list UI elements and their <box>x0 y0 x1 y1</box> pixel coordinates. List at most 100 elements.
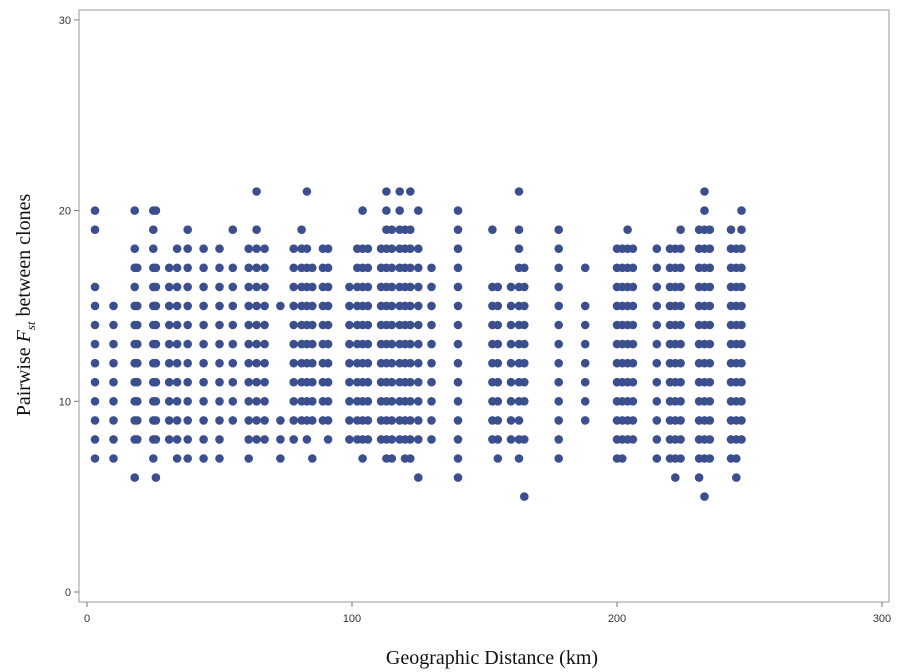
data-point <box>414 397 423 406</box>
data-point <box>705 377 715 387</box>
data-point <box>323 358 333 368</box>
data-point <box>427 358 436 368</box>
data-point <box>308 339 317 349</box>
data-point <box>427 435 436 444</box>
data-point <box>737 339 746 349</box>
data-point <box>737 320 746 330</box>
x-axis: 0 100 200 300 <box>84 602 891 625</box>
data-point <box>628 416 638 425</box>
data-point <box>183 244 192 253</box>
data-point <box>151 397 161 406</box>
data-point <box>652 263 662 273</box>
data-point <box>183 339 192 349</box>
data-point <box>453 225 463 234</box>
data-point <box>554 377 563 387</box>
data-point <box>133 301 142 311</box>
data-point <box>676 416 685 425</box>
data-point <box>387 225 397 234</box>
data-point <box>628 282 638 292</box>
data-point <box>671 473 680 482</box>
data-point <box>199 416 208 425</box>
data-point <box>215 339 224 349</box>
data-point <box>737 206 746 215</box>
data-point <box>493 435 503 444</box>
data-point <box>554 263 563 273</box>
data-point <box>133 435 142 444</box>
data-point <box>151 416 161 425</box>
data-point <box>506 397 516 406</box>
data-point <box>414 358 423 368</box>
data-point <box>676 263 685 273</box>
data-point <box>130 473 139 482</box>
data-point <box>363 244 373 253</box>
data-point <box>199 320 208 330</box>
data-point <box>260 339 269 349</box>
data-point <box>382 187 391 196</box>
data-point <box>705 435 715 444</box>
data-point <box>199 339 208 349</box>
data-point <box>183 263 192 273</box>
data-point <box>260 358 269 368</box>
data-point <box>705 358 715 368</box>
data-point <box>387 301 397 311</box>
data-point <box>244 244 253 253</box>
data-point <box>737 416 746 425</box>
data-point <box>453 339 463 349</box>
data-point <box>215 377 224 387</box>
data-point <box>151 435 161 444</box>
data-point <box>453 263 463 273</box>
data-point <box>652 377 662 387</box>
data-point <box>453 454 463 463</box>
data-point <box>345 358 354 368</box>
data-point <box>199 301 208 311</box>
data-point <box>363 435 373 444</box>
data-points <box>90 187 746 501</box>
data-point <box>133 377 142 387</box>
data-point <box>302 435 312 444</box>
y-axis: 0 10 20 30 <box>59 15 79 599</box>
data-point <box>520 492 529 501</box>
plot-frame <box>78 9 890 603</box>
data-point <box>289 282 299 292</box>
data-point <box>260 320 269 330</box>
data-point <box>244 416 253 425</box>
data-point <box>172 377 182 387</box>
data-point <box>506 301 516 311</box>
data-point <box>652 282 662 292</box>
data-point <box>228 416 238 425</box>
data-point <box>133 320 142 330</box>
data-point <box>737 377 746 387</box>
data-point <box>172 358 182 368</box>
data-point <box>453 397 463 406</box>
data-point <box>308 263 317 273</box>
data-point <box>493 416 503 425</box>
data-point <box>506 377 516 387</box>
data-point <box>151 339 161 349</box>
y-tick-label: 10 <box>59 396 71 408</box>
data-point <box>252 358 261 368</box>
x-tick-label: 200 <box>608 613 626 625</box>
data-point <box>289 416 299 425</box>
data-point <box>228 282 238 292</box>
data-point <box>453 244 463 253</box>
data-point <box>151 473 161 482</box>
data-point <box>276 435 285 444</box>
data-point <box>363 358 373 368</box>
data-point <box>130 206 139 215</box>
data-point <box>453 377 463 387</box>
data-point <box>260 282 269 292</box>
data-point <box>244 301 253 311</box>
x-tick-label: 300 <box>873 613 891 625</box>
data-point <box>164 397 174 406</box>
data-point <box>228 301 238 311</box>
data-point <box>705 339 715 349</box>
data-point <box>183 358 192 368</box>
data-point <box>172 244 182 253</box>
data-point <box>260 301 269 311</box>
data-point <box>554 320 563 330</box>
data-point <box>260 263 269 273</box>
data-point <box>737 225 746 234</box>
data-point <box>520 339 529 349</box>
data-point <box>506 339 516 349</box>
